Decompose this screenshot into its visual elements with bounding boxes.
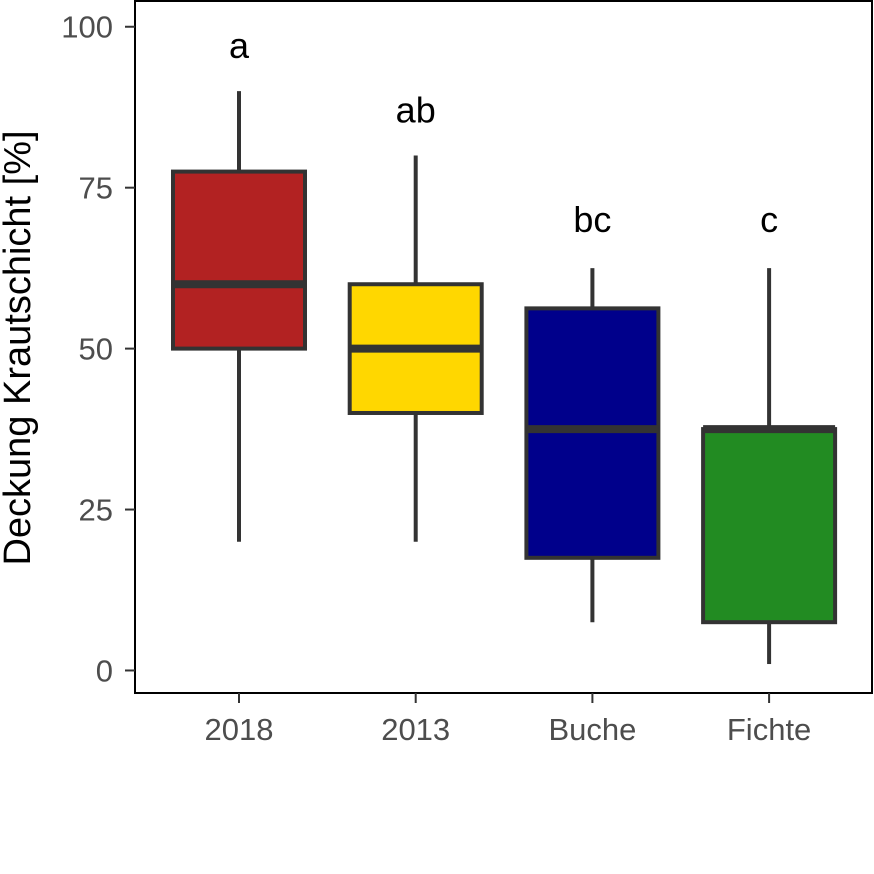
y-tick-label: 75 (79, 171, 113, 206)
y-tick-label: 100 (61, 10, 113, 45)
y-tick-label: 25 (79, 493, 113, 528)
significance-label: a (229, 25, 250, 66)
box-Fichte (701, 427, 838, 625)
plot-area: 0 25 50 75 100 2018 2013 Buche Fichte a ab bc c (61, 0, 873, 747)
y-tick-label: 50 (79, 332, 113, 367)
y-axis-title: Deckung Krautschicht [%] (0, 130, 39, 565)
box-2018 (171, 169, 307, 351)
box-Buche (524, 306, 661, 560)
x-tick-label: 2013 (381, 712, 450, 747)
significance-label: ab (396, 89, 436, 130)
x-tick-label: 2018 (205, 712, 274, 747)
significance-label: c (760, 199, 778, 240)
significance-label: bc (573, 199, 611, 240)
x-tick-label: Buche (548, 712, 636, 747)
y-tick-label: 0 (96, 653, 113, 688)
x-tick-label: Fichte (727, 712, 811, 747)
panel-border (134, 0, 873, 694)
